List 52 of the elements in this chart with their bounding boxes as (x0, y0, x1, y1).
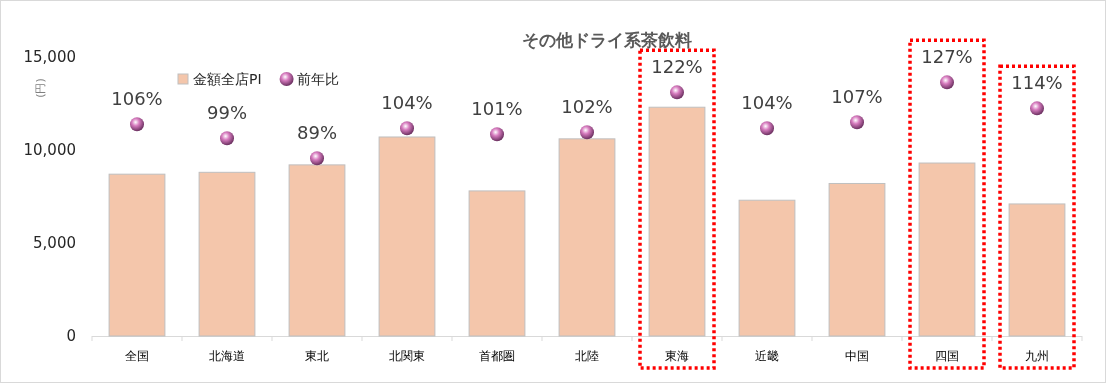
point (130, 117, 144, 132)
x-tick-label: 九州 (1025, 349, 1049, 363)
bar (288, 164, 346, 337)
data-label: 122% (651, 56, 703, 78)
y-tick-label: 10,000 (23, 141, 76, 159)
bar (918, 162, 976, 337)
point (220, 131, 234, 146)
x-tick-label: 全国 (125, 349, 149, 363)
x-tick-label: 東海 (665, 349, 689, 363)
point (670, 85, 684, 100)
data-label: 114% (1011, 72, 1063, 94)
legend-label: 前年比 (296, 71, 339, 87)
x-tick-label: 北陸 (575, 349, 599, 363)
bar (378, 136, 436, 337)
point (1030, 101, 1044, 116)
bar (738, 199, 796, 337)
point (400, 121, 414, 136)
y-axis-title: (円) (34, 78, 47, 98)
x-tick-label: 近畿 (755, 349, 779, 363)
data-label: 102% (561, 96, 613, 118)
bar (468, 190, 526, 337)
x-tick-label: 北関東 (389, 349, 425, 363)
x-tick-label: 北海道 (209, 349, 245, 363)
x-tick-label: 中国 (845, 349, 869, 363)
x-tick-label: 東北 (305, 349, 329, 363)
bar (1008, 203, 1066, 337)
data-label: 127% (921, 46, 973, 68)
point (490, 127, 504, 142)
data-label: 104% (381, 92, 433, 114)
bar (648, 106, 706, 337)
y-tick-label: 15,000 (23, 48, 76, 66)
bar (558, 138, 616, 337)
legend-label: 金額全店PI (193, 71, 262, 87)
bar (198, 171, 256, 337)
point (940, 75, 954, 90)
point (760, 121, 774, 136)
data-label: 107% (831, 86, 883, 108)
y-tick-label: 5,000 (33, 234, 76, 252)
point (580, 125, 594, 140)
data-label: 104% (741, 92, 793, 114)
point (850, 115, 864, 130)
point (310, 151, 324, 166)
x-tick-label: 首都圏 (479, 349, 515, 363)
x-tick-label: 四国 (935, 349, 959, 363)
data-label: 106% (111, 88, 163, 110)
chart-title: その他ドライ系茶飲料 (522, 30, 692, 50)
bar (828, 182, 886, 337)
data-label: 99% (206, 102, 248, 124)
bar (108, 173, 166, 337)
data-label: 101% (471, 98, 523, 120)
data-label: 89% (296, 122, 338, 144)
y-tick-label: 0 (66, 327, 76, 345)
